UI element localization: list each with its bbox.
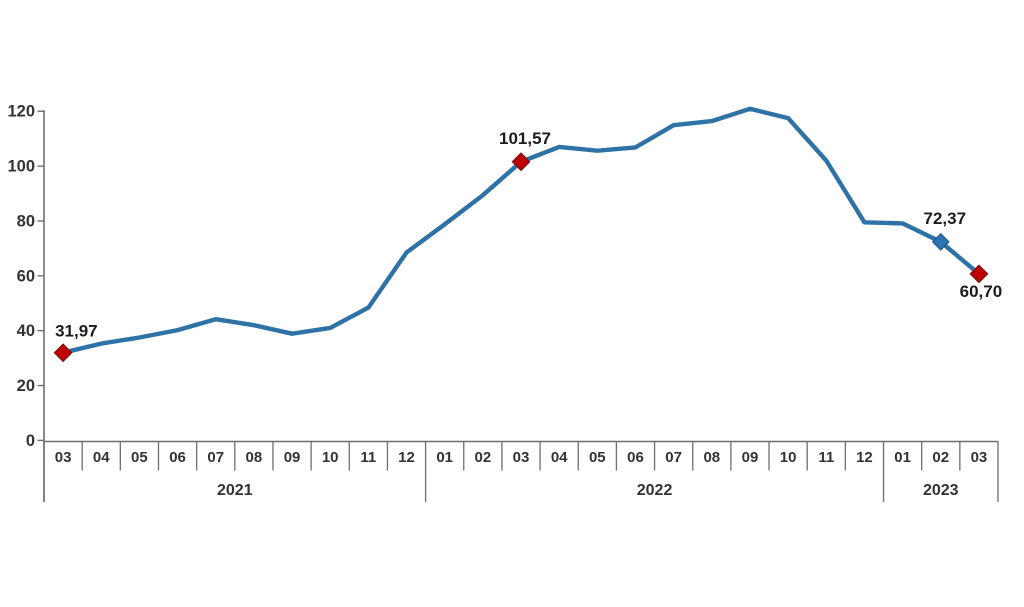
x-axis-year-label: 2023 — [923, 482, 959, 499]
data-point-value-label: 72,37 — [923, 209, 966, 228]
y-axis-tick-label: 100 — [7, 158, 35, 176]
x-axis-month-label: 07 — [207, 449, 224, 466]
data-point-diamond-marker-red — [511, 152, 531, 172]
x-axis-month-label: 06 — [169, 449, 186, 466]
y-axis-tick-label: 120 — [7, 103, 35, 121]
data-point-diamond-marker-blue — [931, 232, 950, 251]
x-axis-month-label: 10 — [780, 449, 797, 466]
x-axis-month-label: 11 — [360, 449, 376, 466]
x-axis-month-label: 11 — [818, 449, 834, 466]
y-axis-tick-label: 40 — [17, 322, 35, 340]
x-axis-month-label: 06 — [627, 449, 644, 466]
x-axis-month-label: 04 — [93, 449, 110, 466]
data-point-value-label: 60,70 — [960, 282, 1003, 301]
x-axis-month-label: 03 — [513, 449, 530, 466]
x-axis-month-label: 08 — [246, 449, 263, 466]
x-axis-month-label: 03 — [971, 449, 988, 466]
x-axis-month-label: 12 — [856, 449, 873, 466]
x-axis-month-label: 01 — [894, 449, 911, 466]
x-axis-month-label: 12 — [398, 449, 415, 466]
y-axis-tick-label: 60 — [17, 267, 35, 285]
x-axis-month-label: 01 — [436, 449, 453, 466]
data-point-value-label: 31,97 — [55, 322, 98, 341]
x-axis-month-label: 03 — [55, 449, 72, 466]
x-axis-month-label: 07 — [665, 449, 682, 466]
x-axis-month-label: 04 — [551, 449, 568, 466]
x-axis-month-label: 05 — [589, 449, 606, 466]
y-axis-tick-label: 80 — [17, 212, 35, 230]
x-axis-month-label: 09 — [284, 449, 301, 466]
x-axis-month-label: 08 — [703, 449, 720, 466]
x-axis-month-label: 10 — [322, 449, 339, 466]
data-point-diamond-marker-red — [969, 264, 989, 284]
x-axis-month-label: 02 — [474, 449, 491, 466]
x-axis-year-label: 2022 — [637, 482, 673, 499]
x-axis-year-label: 2021 — [217, 482, 253, 499]
x-axis-month-label: 02 — [932, 449, 949, 466]
y-axis-tick-label: 0 — [26, 432, 35, 450]
x-axis-month-label: 05 — [131, 449, 148, 466]
x-axis-month-label: 09 — [742, 449, 759, 466]
data-point-value-label: 101,57 — [499, 129, 551, 148]
data-point-diamond-marker-red — [53, 343, 73, 363]
y-axis-tick-label: 20 — [17, 377, 35, 395]
